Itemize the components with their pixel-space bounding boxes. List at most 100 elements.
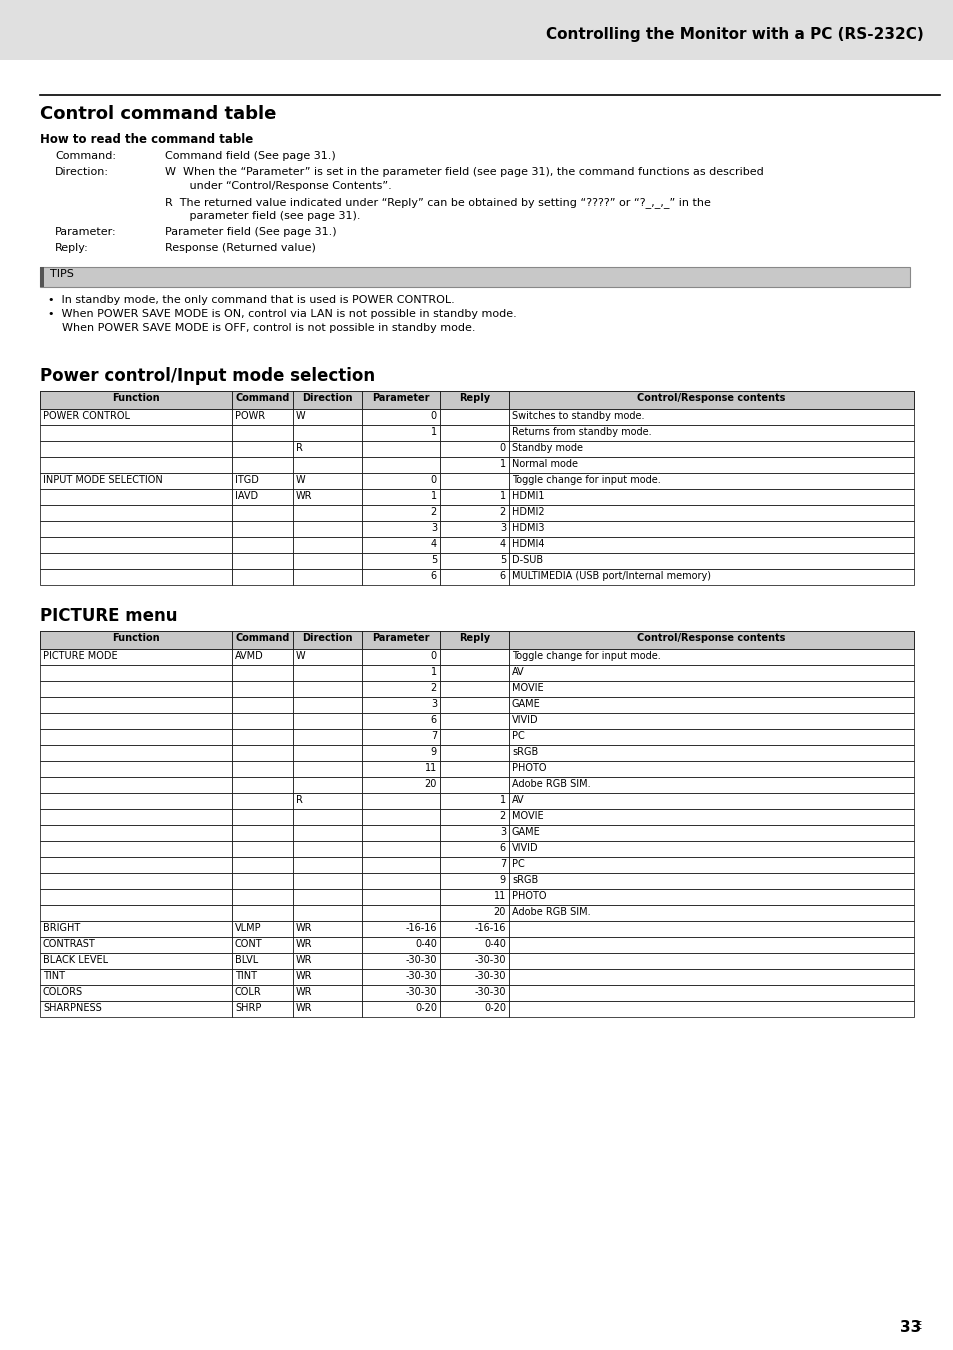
Text: 0-20: 0-20 (483, 1003, 505, 1012)
Bar (439, 568, 509, 585)
Bar (40, 697, 232, 713)
Bar (293, 649, 361, 666)
Text: AVMD: AVMD (234, 651, 263, 661)
Text: Control command table: Control command table (40, 105, 276, 123)
Bar (232, 568, 293, 585)
Bar (293, 890, 361, 905)
Bar (439, 680, 509, 697)
Text: HDMI4: HDMI4 (512, 539, 544, 549)
Text: Parameter: Parameter (372, 633, 429, 643)
Bar (40, 409, 232, 425)
Bar (40, 267, 44, 288)
Text: COLR: COLR (234, 987, 261, 998)
Bar (439, 537, 509, 554)
Bar (293, 857, 361, 873)
Bar (509, 489, 913, 505)
Bar (40, 666, 232, 680)
Bar (40, 537, 232, 554)
Bar (439, 841, 509, 857)
Text: 6: 6 (431, 716, 436, 725)
Text: W: W (295, 651, 305, 661)
Text: Reply: Reply (458, 393, 490, 404)
Text: Controlling the Monitor with a PC (RS-232C): Controlling the Monitor with a PC (RS-23… (546, 27, 923, 42)
Text: Normal mode: Normal mode (512, 459, 578, 468)
Text: SHARPNESS: SHARPNESS (43, 1003, 102, 1012)
Text: Direction:: Direction: (55, 167, 109, 177)
Text: E: E (915, 1322, 922, 1331)
Bar (232, 953, 293, 969)
Text: PC: PC (512, 859, 524, 869)
Text: Adobe RGB SIM.: Adobe RGB SIM. (512, 779, 590, 788)
Bar (361, 729, 439, 745)
Bar (509, 937, 913, 953)
Bar (40, 521, 232, 537)
Bar (293, 873, 361, 890)
Text: 7: 7 (499, 859, 505, 869)
Bar (439, 904, 509, 921)
Bar (509, 472, 913, 489)
Bar (509, 761, 913, 778)
Bar (293, 425, 361, 441)
Text: Switches to standby mode.: Switches to standby mode. (512, 410, 644, 421)
Bar (439, 778, 509, 792)
Text: R: R (295, 795, 302, 805)
Bar (361, 986, 439, 1000)
Bar (439, 489, 509, 505)
Bar (40, 554, 232, 568)
Bar (232, 505, 293, 521)
Text: BLVL: BLVL (234, 954, 258, 965)
Text: 0: 0 (431, 410, 436, 421)
Text: AV: AV (512, 795, 524, 805)
Bar (509, 458, 913, 472)
Bar (40, 841, 232, 857)
Bar (232, 649, 293, 666)
Bar (232, 969, 293, 986)
Text: 2: 2 (499, 508, 505, 517)
Bar (509, 713, 913, 729)
Text: -16-16: -16-16 (405, 923, 436, 933)
Bar (439, 937, 509, 953)
Bar (293, 409, 361, 425)
Bar (293, 630, 361, 649)
Bar (361, 969, 439, 986)
Bar (361, 409, 439, 425)
Bar (509, 841, 913, 857)
Text: -30-30: -30-30 (405, 954, 436, 965)
Bar (293, 841, 361, 857)
Bar (40, 792, 232, 809)
Text: PICTURE MODE: PICTURE MODE (43, 651, 117, 661)
Bar (361, 953, 439, 969)
Bar (509, 568, 913, 585)
Text: 9: 9 (499, 875, 505, 886)
Text: 5: 5 (499, 555, 505, 566)
Bar (40, 680, 232, 697)
Bar (361, 873, 439, 890)
Bar (439, 713, 509, 729)
Bar (40, 904, 232, 921)
Bar (293, 778, 361, 792)
Bar (232, 937, 293, 953)
Bar (361, 554, 439, 568)
Bar (361, 568, 439, 585)
Bar (40, 825, 232, 841)
Bar (40, 857, 232, 873)
Text: PICTURE menu: PICTURE menu (40, 608, 177, 625)
Text: sRGB: sRGB (512, 875, 537, 886)
Bar (40, 505, 232, 521)
Text: VIVID: VIVID (512, 716, 538, 725)
Text: sRGB: sRGB (512, 747, 537, 757)
Bar (509, 554, 913, 568)
Text: 3: 3 (431, 522, 436, 533)
Bar (293, 521, 361, 537)
Text: -30-30: -30-30 (405, 971, 436, 981)
Bar (439, 458, 509, 472)
Text: D-SUB: D-SUB (512, 555, 542, 566)
Text: 3: 3 (499, 522, 505, 533)
Text: parameter field (see page 31).: parameter field (see page 31). (165, 211, 360, 221)
Text: INPUT MODE SELECTION: INPUT MODE SELECTION (43, 475, 163, 485)
Text: 1: 1 (499, 491, 505, 501)
Text: HDMI1: HDMI1 (512, 491, 544, 501)
Bar (439, 969, 509, 986)
Bar (361, 857, 439, 873)
Bar (293, 697, 361, 713)
